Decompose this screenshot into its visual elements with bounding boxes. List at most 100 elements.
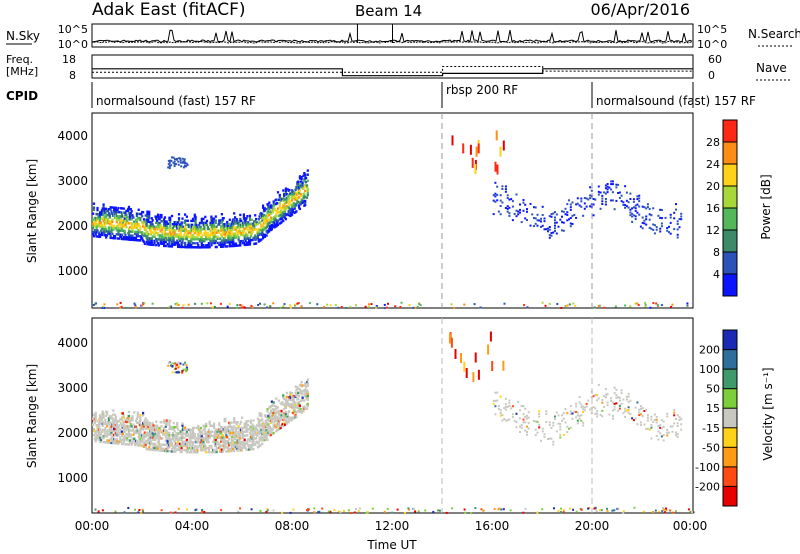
- power-cell-1406: [276, 219, 280, 222]
- power-cell-88: [103, 231, 106, 235]
- power-cell-750: [190, 227, 193, 231]
- power-cell-1079: [231, 220, 234, 223]
- velocity-cell-1974: [237, 510, 240, 513]
- power-cell-302: [130, 238, 133, 241]
- velocity-cell-849: [209, 424, 212, 427]
- velocity-cell-1643: [515, 420, 518, 423]
- power-cell-2094: [523, 304, 526, 307]
- velocity-cell-1747: [582, 408, 585, 411]
- power-cell-1471: [285, 213, 288, 216]
- velocity-cell-919: [220, 448, 223, 451]
- power-cell-1370: [271, 211, 274, 214]
- velocity-cell-590: [170, 434, 174, 437]
- velocity-cell-1977: [307, 508, 310, 511]
- velocity-cell-973: [227, 440, 230, 443]
- power-cell-1234: [253, 226, 256, 229]
- power-cell-1656: [179, 159, 182, 162]
- power-cell-1722: [519, 203, 521, 206]
- velocity-cell-632: [177, 448, 180, 451]
- velocity-ytick-2000: 2000: [57, 426, 88, 440]
- velocity-cell-1811: [624, 415, 627, 418]
- power-cell-282: [127, 228, 131, 231]
- power-cell-1891: [632, 206, 635, 209]
- power-cell-745: [190, 244, 193, 247]
- velocity-cell-1848: [646, 414, 649, 417]
- velocity-cell-1802: [618, 407, 621, 410]
- velocity-cell-1957: [201, 511, 204, 514]
- power-cell-64: [100, 233, 103, 237]
- power-cell-1738: [534, 222, 537, 225]
- velocity-cell-894: [216, 428, 219, 431]
- velocity-cell-530: [163, 419, 166, 422]
- velocity-cell-712: [189, 442, 192, 446]
- velocity-cell-168: [114, 429, 117, 433]
- velocity-cell-1918: [292, 508, 295, 511]
- power-cell-1613: [305, 180, 308, 184]
- power-cell-1692: [499, 199, 502, 202]
- power-cell-882: [206, 225, 209, 229]
- power-cell-1408: [276, 207, 280, 210]
- power-cell-1854: [610, 188, 613, 191]
- velocity-cell-203: [120, 432, 123, 435]
- velocity-cell-1206: [258, 424, 261, 427]
- power-cell-1445: [282, 197, 285, 200]
- power-cell-1110: [234, 226, 238, 229]
- power-cell-108: [105, 228, 108, 231]
- power-cell-1906: [638, 197, 641, 200]
- velocity-cell-1793: [613, 402, 616, 405]
- velocity-cell-1083: [241, 449, 244, 452]
- power-cell-1992: [370, 303, 373, 306]
- velocity-cell-1653: [522, 421, 525, 424]
- velocity-cell-865: [213, 424, 216, 427]
- power-cell-1482: [287, 209, 290, 213]
- power-cell-931: [213, 241, 216, 245]
- velocity-cell-1937: [661, 510, 664, 513]
- power-cell-1607: [304, 189, 307, 192]
- velocity-cell-283: [130, 425, 133, 428]
- velocity-cell-564: [168, 446, 171, 449]
- power-cell-1663: [173, 163, 176, 165]
- power-cell-1787: [564, 213, 567, 216]
- velocity-cell-1222: [260, 412, 263, 416]
- velocity-cell-67: [101, 428, 104, 431]
- velocity-cell-520: [162, 447, 165, 450]
- power-cell-764: [191, 225, 195, 229]
- velocity-cell-645: [178, 436, 181, 439]
- power-cell-194: [117, 231, 120, 234]
- power-cell-1574: [299, 194, 302, 198]
- power-cell-1916: [645, 223, 648, 226]
- power-cell-830: [200, 219, 203, 223]
- power-cell-486: [156, 219, 159, 222]
- velocity-cell-1889: [675, 431, 677, 434]
- velocity-cell-1752: [585, 402, 588, 405]
- power-cell-391: [143, 232, 146, 235]
- power-cell-672: [179, 231, 182, 234]
- power-cell-664: [178, 239, 181, 242]
- velocity-cell-29: [96, 420, 99, 423]
- power-cell-1917: [645, 218, 648, 221]
- power-cell-1196: [247, 223, 250, 226]
- power-cell-1820: [589, 205, 592, 208]
- velocity-cell-1339: [275, 405, 278, 408]
- power-cell-1888: [631, 212, 634, 215]
- velocity-cell-1835: [639, 421, 642, 424]
- power-cell-474: [153, 225, 156, 228]
- power-cell-1228: [252, 236, 255, 240]
- velocity-cell-1437: [290, 402, 293, 406]
- power-cell-1399: [275, 198, 278, 201]
- power-cell-1903: [638, 213, 641, 216]
- power-cell-1600: [303, 180, 306, 183]
- power-cell-515: [159, 224, 162, 227]
- velocity-cell-1358: [277, 411, 280, 415]
- power-cell-1964: [678, 218, 681, 220]
- velocity-cell-1391: [283, 397, 286, 401]
- power-cell-1710: [510, 198, 513, 201]
- power-cell-189: [116, 237, 119, 240]
- velocity-cell-574: [169, 450, 172, 453]
- power-cell-2007: [340, 306, 343, 308]
- velocity-cell-2025: [318, 510, 321, 513]
- velocity-cell-1631: [506, 419, 509, 422]
- date-title: 06/Apr/2016: [590, 0, 690, 19]
- power-cell-306: [130, 218, 133, 221]
- velocity-cell-1606: [472, 372, 475, 383]
